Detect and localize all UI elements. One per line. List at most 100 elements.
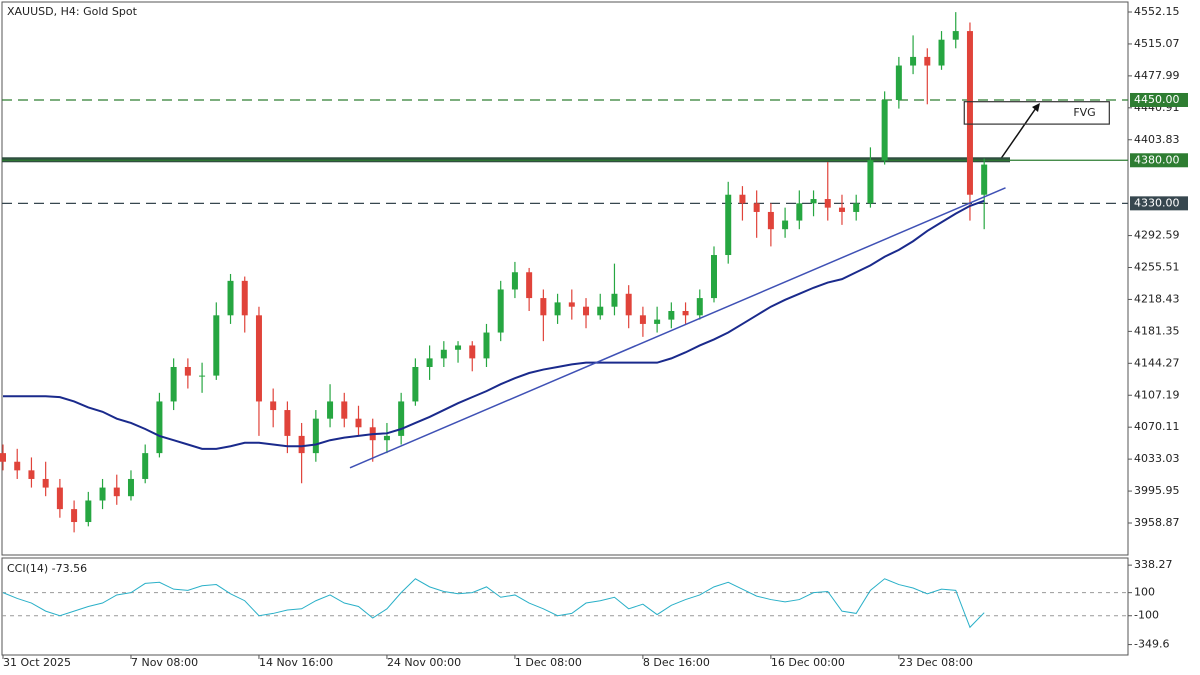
candle-body [156, 401, 163, 454]
candle-body [383, 435, 390, 441]
x-tick-label: 16 Dec 00:00 [771, 656, 845, 669]
candle-body [113, 487, 120, 497]
candle-body [284, 410, 291, 436]
x-tick-label: 7 Nov 08:00 [131, 656, 198, 669]
candle-body [426, 358, 433, 367]
candle-body [142, 453, 149, 479]
arrow-head [1032, 103, 1040, 112]
candle-body [28, 470, 35, 479]
candle-body [639, 315, 646, 324]
candle-body [796, 203, 803, 221]
candle-body [127, 478, 134, 497]
candle-body [711, 255, 717, 299]
candle-body [554, 302, 561, 316]
candle-body [497, 289, 504, 333]
candle-body [611, 293, 618, 307]
candle-body [725, 194, 732, 256]
candle-body [654, 319, 661, 324]
candle-body [782, 220, 789, 230]
candle-body [298, 435, 305, 454]
candle-body [56, 487, 63, 510]
candle-body [213, 315, 220, 376]
level-label-bg [1130, 153, 1188, 168]
x-tick-label: 24 Nov 00:00 [387, 656, 461, 669]
x-tick-label: 8 Dec 16:00 [643, 656, 710, 669]
candle-body [227, 280, 234, 316]
candle-body [753, 203, 760, 212]
level-label: 4450.00 [1134, 93, 1180, 106]
price-panel [1, 1, 1129, 556]
candle-body [910, 56, 917, 66]
candle-body [881, 99, 888, 161]
candle-body [895, 65, 902, 100]
y-tick-label: 4070.11 [1134, 420, 1180, 433]
candle-body [85, 500, 92, 523]
candle-body [199, 375, 206, 377]
candle-body [255, 315, 262, 402]
candle-body [682, 311, 689, 316]
candle-body [938, 39, 945, 66]
moving-average [3, 199, 985, 450]
x-tick-label: 1 Dec 08:00 [515, 656, 582, 669]
y-tick-label: 4218.43 [1134, 292, 1180, 305]
y-tick-label: 4515.07 [1134, 37, 1180, 50]
candle-body [42, 478, 49, 488]
candle-body [526, 272, 533, 299]
trendline [349, 187, 1006, 469]
candle-body [767, 211, 774, 230]
chart-title: XAUUSD, H4: Gold Spot [7, 5, 138, 18]
cci-tick-label: 100 [1134, 586, 1155, 599]
candle-body [838, 207, 845, 212]
candle-body [14, 461, 21, 471]
cci-tick-label: -349.6 [1134, 638, 1169, 651]
candle-body [99, 487, 106, 501]
candle-body [568, 302, 575, 307]
candle-body [981, 164, 988, 195]
y-tick-label: 3995.95 [1134, 484, 1180, 497]
x-tick-label: 23 Dec 08:00 [899, 656, 973, 669]
candle-body [540, 298, 547, 316]
candle-body [327, 401, 334, 419]
candle-body [0, 453, 6, 462]
candle-body [355, 418, 362, 428]
cci-panel [1, 557, 1129, 656]
cci-tick-label: 338.27 [1134, 558, 1173, 571]
candle-body [398, 401, 405, 436]
candle-body [696, 298, 703, 316]
level-label: 4330.00 [1134, 196, 1180, 209]
candle-body [184, 366, 191, 376]
candle-body [739, 194, 746, 204]
candle-body [597, 306, 604, 316]
level-label-bg [1130, 196, 1188, 211]
y-tick-label: 4181.35 [1134, 324, 1180, 337]
candle-body [440, 349, 447, 359]
cci-line [2, 578, 985, 629]
cci-tick-label: -100 [1134, 609, 1159, 622]
candle-body [625, 293, 632, 316]
candle-body [924, 56, 931, 66]
candle-body [312, 418, 319, 454]
candle-body [853, 203, 860, 212]
candle-body [952, 31, 959, 40]
y-tick-label: 4292.59 [1134, 229, 1180, 242]
x-tick-label: 31 Oct 2025 [3, 656, 71, 669]
y-tick-label: 4255.51 [1134, 261, 1180, 274]
fvg-box [963, 101, 1110, 125]
level-label: 4380.00 [1134, 153, 1180, 166]
y-tick-label: 4033.03 [1134, 452, 1180, 465]
candle-body [824, 199, 831, 208]
candle-body [71, 509, 78, 523]
candle-body [483, 332, 490, 359]
x-tick-label: 14 Nov 16:00 [259, 656, 333, 669]
cci-title: CCI(14) -73.56 [7, 562, 87, 575]
y-tick-label: 4403.83 [1134, 133, 1180, 146]
candle-body [583, 306, 590, 316]
y-tick-label: 4552.15 [1134, 5, 1180, 18]
candle-body [511, 272, 518, 290]
arrow [999, 107, 1037, 161]
candle-body [810, 199, 817, 204]
candle-body [966, 31, 973, 195]
candle-body [469, 345, 476, 359]
candle-body [867, 160, 874, 204]
